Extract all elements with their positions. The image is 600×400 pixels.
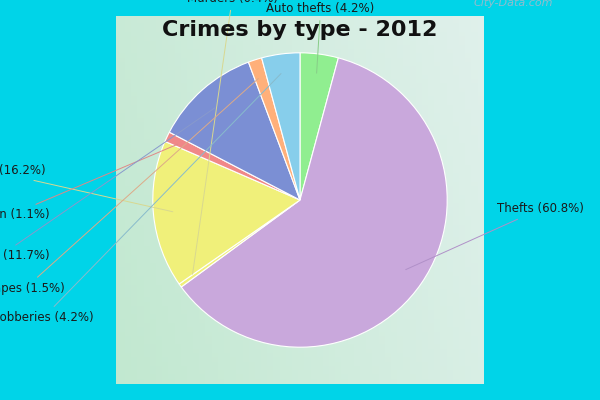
Text: Crimes by type - 2012: Crimes by type - 2012	[163, 20, 437, 40]
Text: Robberies (4.2%): Robberies (4.2%)	[0, 74, 281, 324]
Text: Thefts (60.8%): Thefts (60.8%)	[406, 202, 584, 270]
Text: Rapes (1.5%): Rapes (1.5%)	[0, 78, 259, 295]
Wedge shape	[179, 200, 300, 287]
Text: Assaults (11.7%): Assaults (11.7%)	[0, 108, 215, 262]
Text: Auto thefts (4.2%): Auto thefts (4.2%)	[266, 2, 375, 73]
Wedge shape	[300, 53, 338, 200]
Text: Burglaries (16.2%): Burglaries (16.2%)	[0, 164, 173, 212]
Wedge shape	[262, 53, 300, 200]
Wedge shape	[153, 141, 300, 284]
Wedge shape	[165, 132, 300, 200]
Wedge shape	[181, 58, 447, 347]
Text: Arson (1.1%): Arson (1.1%)	[0, 144, 178, 221]
Wedge shape	[169, 62, 300, 200]
Text: Murders (0.4%): Murders (0.4%)	[187, 0, 278, 274]
Text: City-Data.com: City-Data.com	[473, 0, 553, 8]
Wedge shape	[248, 58, 300, 200]
